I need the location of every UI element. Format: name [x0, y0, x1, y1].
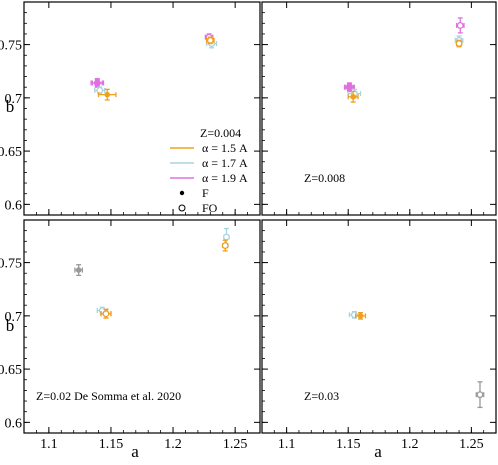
data-point [455, 17, 465, 34]
x-tick-label: 1.1 [40, 437, 58, 452]
panel-top-right: Z=0.008 [261, 1, 497, 216]
marker-open [223, 233, 230, 241]
marker-filled [75, 267, 82, 273]
legend-label: F [202, 186, 209, 200]
xlabel-right: a [374, 442, 382, 460]
legend-entry: α = 1.9 A [170, 171, 248, 185]
panel-frame [261, 1, 497, 216]
marker-open [221, 242, 229, 250]
panel-top-left: 0.6 0.65 0.7 0.75 [0, 1, 261, 216]
data-point [475, 381, 485, 409]
panel-bottom-right: 1.1 1.15 1.2 1.25 Z=0.03 [261, 219, 497, 452]
marker-filled [357, 313, 364, 319]
ylabel-bottom: b [6, 316, 15, 335]
panel-frame [261, 219, 497, 434]
y-tick-label: 0.6 [5, 198, 23, 213]
legend-label: FO [202, 201, 218, 215]
x-tick-label: 1.25 [459, 437, 484, 452]
y-tick-label: 0.65 [0, 363, 22, 378]
marker-filled [350, 93, 356, 100]
data-point [97, 88, 117, 101]
marker-open [455, 40, 463, 47]
marker-open [476, 391, 484, 399]
panel-annotation: Z=0.008 [304, 171, 345, 185]
data-point [221, 239, 229, 252]
ylabel-top: b [6, 97, 15, 116]
marker-open [350, 311, 358, 319]
y-tick-label: 0.75 [0, 39, 22, 54]
legend-swatch-open [178, 204, 186, 212]
legend-entry: Z=0.004 [200, 126, 241, 140]
legend-title: Z=0.004 [200, 126, 241, 140]
x-tick-label: 1.2 [401, 437, 419, 452]
y-tick-label: 0.7 [5, 92, 23, 107]
data-point [94, 86, 106, 95]
data-point [348, 310, 360, 319]
data-point [455, 39, 463, 48]
panel-annotation: Z=0.03 [304, 389, 339, 403]
data-point [100, 308, 112, 319]
legend-swatch-filled [179, 190, 185, 196]
y-tick-label: 0.6 [5, 416, 23, 431]
x-tick-label: 1.15 [99, 437, 124, 452]
legend-entry: α = 1.7 A [170, 156, 248, 170]
marker-open [206, 36, 214, 44]
legend-entry: F [179, 186, 209, 200]
legend-entry: α = 1.5 A [170, 141, 248, 155]
marker-filled [104, 91, 111, 98]
y-tick-label: 0.75 [0, 257, 22, 272]
legend-label: α = 1.5 A [202, 141, 248, 155]
data-point [354, 312, 367, 320]
marker-filled [346, 84, 353, 90]
marker-open [96, 86, 104, 94]
data-point [347, 90, 359, 103]
data-point [345, 83, 354, 92]
y-tick-label: 0.65 [0, 145, 22, 160]
legend-label: α = 1.7 A [202, 156, 248, 170]
x-tick-label: 1.1 [278, 437, 296, 452]
legend-entry: FO [178, 201, 218, 215]
data-point [91, 79, 103, 87]
marker-open [102, 310, 110, 318]
legend-label: α = 1.9 A [202, 171, 248, 185]
x-tick-label: 1.2 [164, 437, 182, 452]
y-tick-label: 0.7 [5, 310, 23, 325]
data-point [74, 264, 84, 277]
xlabel-left: a [131, 442, 139, 460]
panel-annotation: Z=0.02 De Somma et al. 2020 [36, 389, 181, 403]
marker-open [456, 21, 464, 29]
x-tick-label: 1.15 [336, 437, 361, 452]
x-tick-label: 1.25 [223, 437, 248, 452]
panel-bottom-left: 1.1 1.15 1.2 1.25 0.6 0.65 0.7 0.75 Z=0.02 De So… [0, 219, 261, 452]
data-point [205, 36, 215, 45]
marker-filled [94, 80, 101, 86]
